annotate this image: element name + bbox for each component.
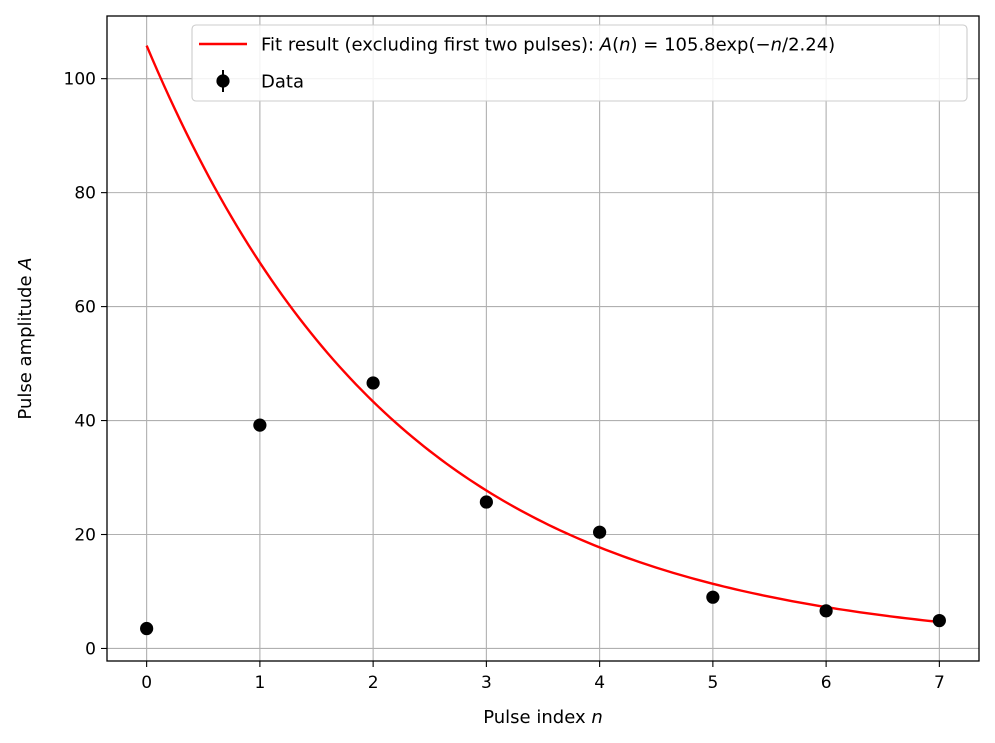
- x-tick-label: 3: [481, 673, 492, 693]
- y-tick-label: 20: [74, 526, 96, 546]
- data-point: [479, 495, 493, 509]
- legend-label-part: A: [599, 35, 612, 56]
- data-point: [932, 613, 946, 628]
- x-tick-label: 1: [254, 673, 265, 693]
- fit-curve: [145, 45, 940, 624]
- legend-label-part: Fit result (excluding first two pulses):: [261, 35, 600, 56]
- plot-frame: [106, 15, 980, 662]
- data-points-layer: [140, 376, 946, 636]
- legend-box: [191, 24, 968, 102]
- legend-label: Fit result (excluding first two pulses):…: [261, 35, 835, 56]
- x-tick-label: 7: [934, 673, 945, 693]
- y-tick-label: 60: [74, 298, 96, 318]
- x-axis-label: Pulse index n: [483, 707, 603, 728]
- y-axis-ticks: 0 20 40 60 80 100: [64, 70, 107, 659]
- y-axis-label-text: Pulse amplitude: [15, 270, 36, 420]
- data-point: [706, 590, 720, 604]
- legend: Fit result (excluding first two pulses):…: [191, 24, 968, 102]
- legend-label-part: ) = 105.8exp(−: [631, 35, 771, 56]
- legend-label-part: n: [771, 35, 782, 56]
- x-tick-label: 5: [707, 673, 718, 693]
- legend-label-part: Data: [261, 72, 304, 93]
- x-tick-label: 4: [594, 673, 605, 693]
- data-point: [819, 604, 833, 618]
- fit-curve-layer: [145, 45, 940, 624]
- x-axis-ticks: 0 1 2 3 4 5 6 7: [141, 661, 945, 693]
- x-tick-label: 6: [821, 673, 832, 693]
- y-axis-label: Pulse amplitude A: [15, 257, 36, 419]
- data-point: [140, 621, 154, 636]
- legend-marker-handle: [216, 74, 230, 88]
- x-axis-label-var: n: [591, 707, 602, 728]
- data-point: [253, 418, 267, 432]
- y-tick-label: 100: [64, 70, 96, 90]
- y-tick-label: 40: [74, 412, 96, 432]
- x-tick-label: 0: [141, 673, 152, 693]
- y-tick-label: 80: [74, 184, 96, 204]
- legend-label-part: (: [612, 35, 619, 56]
- data-point: [366, 376, 380, 390]
- legend-label-part: /2.24): [782, 35, 835, 56]
- x-axis-label-text: Pulse index: [483, 707, 591, 728]
- y-tick-label: 0: [85, 639, 96, 659]
- legend-label: Data: [261, 72, 304, 93]
- y-axis-label-var: A: [15, 257, 36, 270]
- legend-label-part: n: [619, 35, 630, 56]
- x-tick-label: 2: [368, 673, 379, 693]
- data-point: [593, 525, 607, 539]
